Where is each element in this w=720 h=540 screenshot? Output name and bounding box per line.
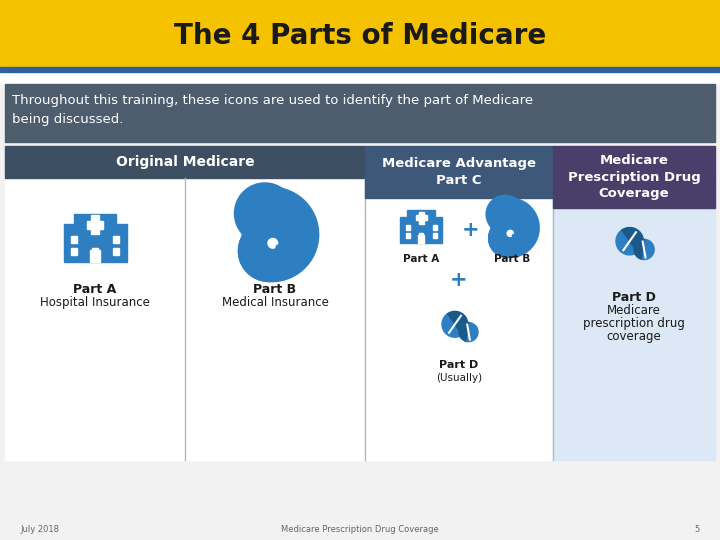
Text: Medicare: Medicare bbox=[607, 304, 661, 317]
Text: Throughout this training, these icons are used to identify the part of Medicare
: Throughout this training, these icons ar… bbox=[12, 94, 533, 126]
Bar bbox=[71, 236, 77, 244]
Circle shape bbox=[513, 234, 516, 238]
Bar bbox=[63, 224, 127, 262]
Circle shape bbox=[268, 239, 278, 248]
Bar bbox=[408, 211, 436, 218]
Wedge shape bbox=[442, 314, 462, 337]
Text: Part D: Part D bbox=[612, 291, 656, 304]
Circle shape bbox=[504, 227, 516, 240]
Wedge shape bbox=[642, 240, 654, 260]
Bar bbox=[74, 214, 116, 224]
Wedge shape bbox=[467, 323, 478, 342]
Circle shape bbox=[504, 213, 507, 216]
Bar bbox=[400, 218, 442, 242]
Bar bbox=[365, 178, 553, 460]
Text: Original Medicare: Original Medicare bbox=[116, 155, 254, 169]
Circle shape bbox=[263, 234, 282, 253]
Bar bbox=[91, 250, 99, 262]
Text: Medicare Prescription Drug Coverage: Medicare Prescription Drug Coverage bbox=[281, 525, 439, 535]
Wedge shape bbox=[448, 312, 468, 335]
Circle shape bbox=[263, 211, 267, 216]
Bar bbox=[553, 178, 715, 460]
Bar bbox=[416, 215, 427, 220]
Text: The 4 Parts of Medicare: The 4 Parts of Medicare bbox=[174, 22, 546, 50]
Bar bbox=[405, 233, 410, 238]
Bar bbox=[91, 215, 99, 234]
Bar bbox=[0, 72, 720, 84]
Bar bbox=[87, 221, 103, 228]
Bar bbox=[365, 146, 553, 198]
Bar bbox=[5, 178, 365, 460]
Bar bbox=[0, 67, 720, 72]
Circle shape bbox=[276, 245, 281, 250]
Text: Part D: Part D bbox=[439, 360, 479, 370]
Bar bbox=[5, 84, 715, 142]
Bar bbox=[418, 235, 425, 242]
Bar bbox=[433, 233, 437, 238]
Bar bbox=[5, 146, 365, 178]
Text: Medical Insurance: Medical Insurance bbox=[222, 296, 328, 309]
Text: Part A: Part A bbox=[73, 283, 117, 296]
Text: Medicare Advantage
Part C: Medicare Advantage Part C bbox=[382, 157, 536, 187]
Bar bbox=[405, 225, 410, 230]
Bar bbox=[553, 146, 715, 208]
Bar bbox=[419, 212, 424, 224]
Text: July 2018: July 2018 bbox=[20, 525, 59, 535]
Text: Hospital Insurance: Hospital Insurance bbox=[40, 296, 150, 309]
Text: coverage: coverage bbox=[607, 330, 662, 343]
Bar bbox=[0, 0, 720, 72]
Bar bbox=[113, 248, 119, 255]
Text: +: + bbox=[462, 220, 479, 240]
Text: (Usually): (Usually) bbox=[436, 373, 482, 383]
Wedge shape bbox=[616, 230, 637, 255]
Wedge shape bbox=[459, 322, 470, 341]
Bar bbox=[71, 248, 77, 255]
Text: Part A: Part A bbox=[403, 254, 439, 264]
Text: Medicare
Prescription Drug
Coverage: Medicare Prescription Drug Coverage bbox=[567, 154, 701, 200]
Circle shape bbox=[507, 230, 513, 237]
Bar bbox=[433, 225, 437, 230]
Text: Part B: Part B bbox=[253, 283, 297, 296]
Text: 5: 5 bbox=[695, 525, 700, 535]
Wedge shape bbox=[622, 227, 644, 252]
Text: Part B: Part B bbox=[493, 254, 530, 264]
Bar bbox=[113, 236, 119, 244]
Bar bbox=[420, 233, 423, 238]
Wedge shape bbox=[634, 239, 646, 259]
Text: prescription drug: prescription drug bbox=[583, 317, 685, 330]
Bar bbox=[92, 248, 98, 255]
Text: +: + bbox=[450, 270, 468, 290]
